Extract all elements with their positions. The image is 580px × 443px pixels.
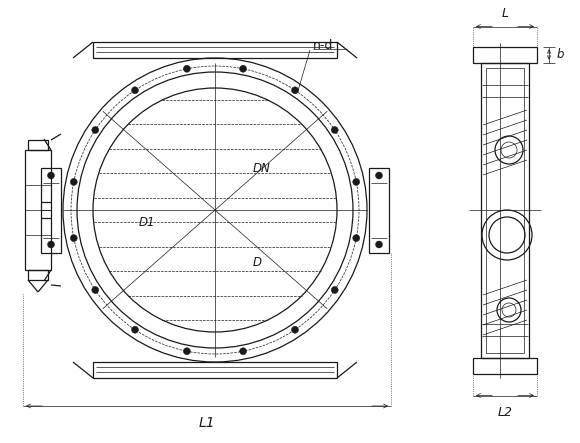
Bar <box>93 42 337 58</box>
Circle shape <box>240 65 246 72</box>
Circle shape <box>92 287 99 294</box>
Text: L: L <box>502 7 509 19</box>
Bar <box>28 270 48 280</box>
Bar <box>25 150 51 270</box>
Bar <box>41 167 61 253</box>
Circle shape <box>353 179 360 186</box>
Circle shape <box>132 326 139 333</box>
Circle shape <box>353 235 360 241</box>
Circle shape <box>48 172 55 179</box>
Text: L2: L2 <box>498 405 513 419</box>
Circle shape <box>70 179 77 186</box>
Text: b: b <box>557 48 564 61</box>
Circle shape <box>292 87 299 94</box>
Bar <box>369 167 389 253</box>
Text: D: D <box>252 256 262 268</box>
Circle shape <box>70 235 77 241</box>
Circle shape <box>48 241 55 248</box>
Circle shape <box>92 127 99 133</box>
Circle shape <box>375 241 382 248</box>
Text: D1: D1 <box>139 215 155 229</box>
Circle shape <box>375 172 382 179</box>
Circle shape <box>292 326 299 333</box>
Bar <box>481 62 529 358</box>
Circle shape <box>183 348 190 355</box>
Circle shape <box>331 127 338 133</box>
Circle shape <box>132 87 139 94</box>
Bar <box>486 67 524 353</box>
Bar <box>28 140 48 150</box>
Circle shape <box>183 65 190 72</box>
Bar <box>93 362 337 378</box>
Circle shape <box>240 348 246 355</box>
Circle shape <box>331 287 338 294</box>
Bar <box>473 47 537 62</box>
Bar <box>473 358 537 373</box>
Text: DN: DN <box>253 162 271 175</box>
Text: L1: L1 <box>199 416 215 430</box>
Text: n-d: n-d <box>313 39 334 51</box>
